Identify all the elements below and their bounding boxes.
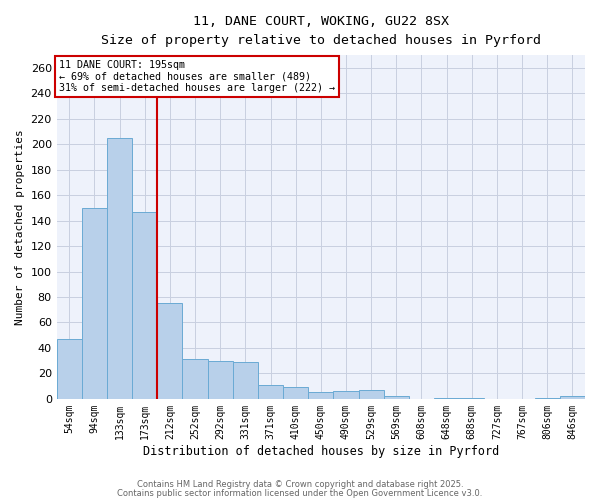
- Bar: [434, 398, 459, 399]
- Bar: [208, 360, 233, 399]
- Bar: [384, 396, 409, 399]
- Bar: [535, 398, 560, 399]
- Bar: [459, 398, 484, 399]
- Bar: [308, 392, 334, 399]
- Bar: [132, 212, 157, 399]
- Bar: [258, 385, 283, 399]
- Bar: [182, 360, 208, 399]
- Bar: [157, 304, 182, 399]
- Y-axis label: Number of detached properties: Number of detached properties: [15, 129, 25, 325]
- Text: 11 DANE COURT: 195sqm
← 69% of detached houses are smaller (489)
31% of semi-det: 11 DANE COURT: 195sqm ← 69% of detached …: [59, 60, 335, 94]
- X-axis label: Distribution of detached houses by size in Pyrford: Distribution of detached houses by size …: [143, 444, 499, 458]
- Bar: [107, 138, 132, 399]
- Bar: [560, 396, 585, 399]
- Bar: [56, 339, 82, 399]
- Text: Contains HM Land Registry data © Crown copyright and database right 2025.: Contains HM Land Registry data © Crown c…: [137, 480, 463, 489]
- Bar: [359, 390, 384, 399]
- Bar: [82, 208, 107, 399]
- Title: 11, DANE COURT, WOKING, GU22 8SX
Size of property relative to detached houses in: 11, DANE COURT, WOKING, GU22 8SX Size of…: [101, 15, 541, 47]
- Bar: [334, 391, 359, 399]
- Bar: [233, 362, 258, 399]
- Bar: [283, 388, 308, 399]
- Text: Contains public sector information licensed under the Open Government Licence v3: Contains public sector information licen…: [118, 488, 482, 498]
